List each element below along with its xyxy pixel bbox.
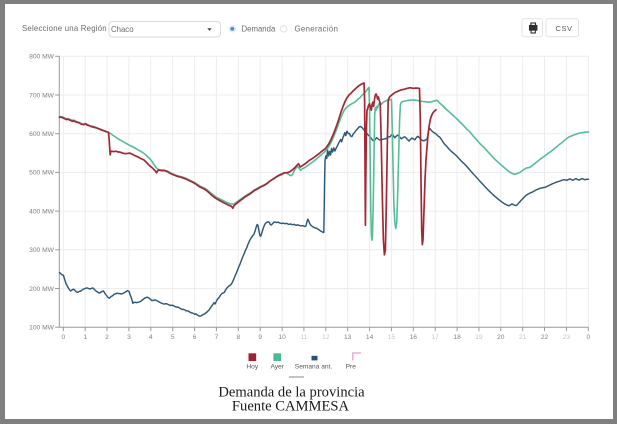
- svg-text:3: 3: [127, 334, 131, 341]
- svg-text:Fuente CAMMESA: Fuente CAMMESA: [232, 398, 350, 414]
- svg-text:7: 7: [215, 334, 219, 341]
- svg-text:Ayer: Ayer: [270, 364, 284, 371]
- svg-text:Semana ant.: Semana ant.: [295, 364, 333, 371]
- svg-text:600 MW: 600 MW: [29, 131, 55, 138]
- svg-text:14: 14: [366, 334, 374, 341]
- svg-text:15: 15: [388, 334, 396, 341]
- svg-text:12: 12: [322, 334, 330, 341]
- svg-text:Hoy: Hoy: [246, 364, 258, 371]
- svg-text:9: 9: [258, 334, 262, 341]
- svg-text:17: 17: [432, 334, 440, 341]
- svg-text:1: 1: [83, 334, 87, 341]
- svg-text:19: 19: [475, 334, 483, 341]
- svg-text:13: 13: [344, 334, 352, 341]
- svg-text:11: 11: [300, 334, 307, 341]
- svg-text:300 MW: 300 MW: [29, 247, 55, 254]
- svg-text:800 MW: 800 MW: [29, 54, 55, 61]
- svg-text:500 MW: 500 MW: [29, 170, 55, 177]
- svg-text:400 MW: 400 MW: [29, 208, 55, 215]
- svg-text:6: 6: [193, 334, 197, 341]
- svg-text:Chaco: Chaco: [111, 25, 134, 34]
- svg-text:5: 5: [171, 334, 175, 341]
- svg-text:Demanda: Demanda: [242, 25, 276, 34]
- svg-text:2: 2: [105, 334, 109, 341]
- svg-text:100 MW: 100 MW: [29, 325, 55, 332]
- svg-text:200 MW: 200 MW: [29, 286, 55, 293]
- svg-text:Seleccione una Región: Seleccione una Región: [22, 24, 107, 33]
- svg-text:4: 4: [149, 334, 153, 341]
- svg-text:CSV: CSV: [556, 24, 573, 33]
- svg-text:16: 16: [410, 334, 418, 341]
- svg-text:8: 8: [236, 334, 240, 341]
- svg-text:Pre: Pre: [346, 364, 357, 371]
- svg-text:0: 0: [61, 334, 65, 341]
- svg-text:20: 20: [497, 334, 505, 341]
- svg-text:21: 21: [519, 334, 527, 341]
- svg-text:700 MW: 700 MW: [29, 92, 55, 99]
- svg-text:22: 22: [541, 334, 549, 341]
- svg-text:23: 23: [563, 334, 571, 341]
- svg-text:0: 0: [586, 334, 590, 341]
- svg-text:Demanda de la provincia: Demanda de la provincia: [218, 384, 365, 400]
- svg-text:Generación: Generación: [295, 25, 339, 34]
- svg-text:18: 18: [453, 334, 461, 341]
- svg-text:10: 10: [278, 334, 286, 341]
